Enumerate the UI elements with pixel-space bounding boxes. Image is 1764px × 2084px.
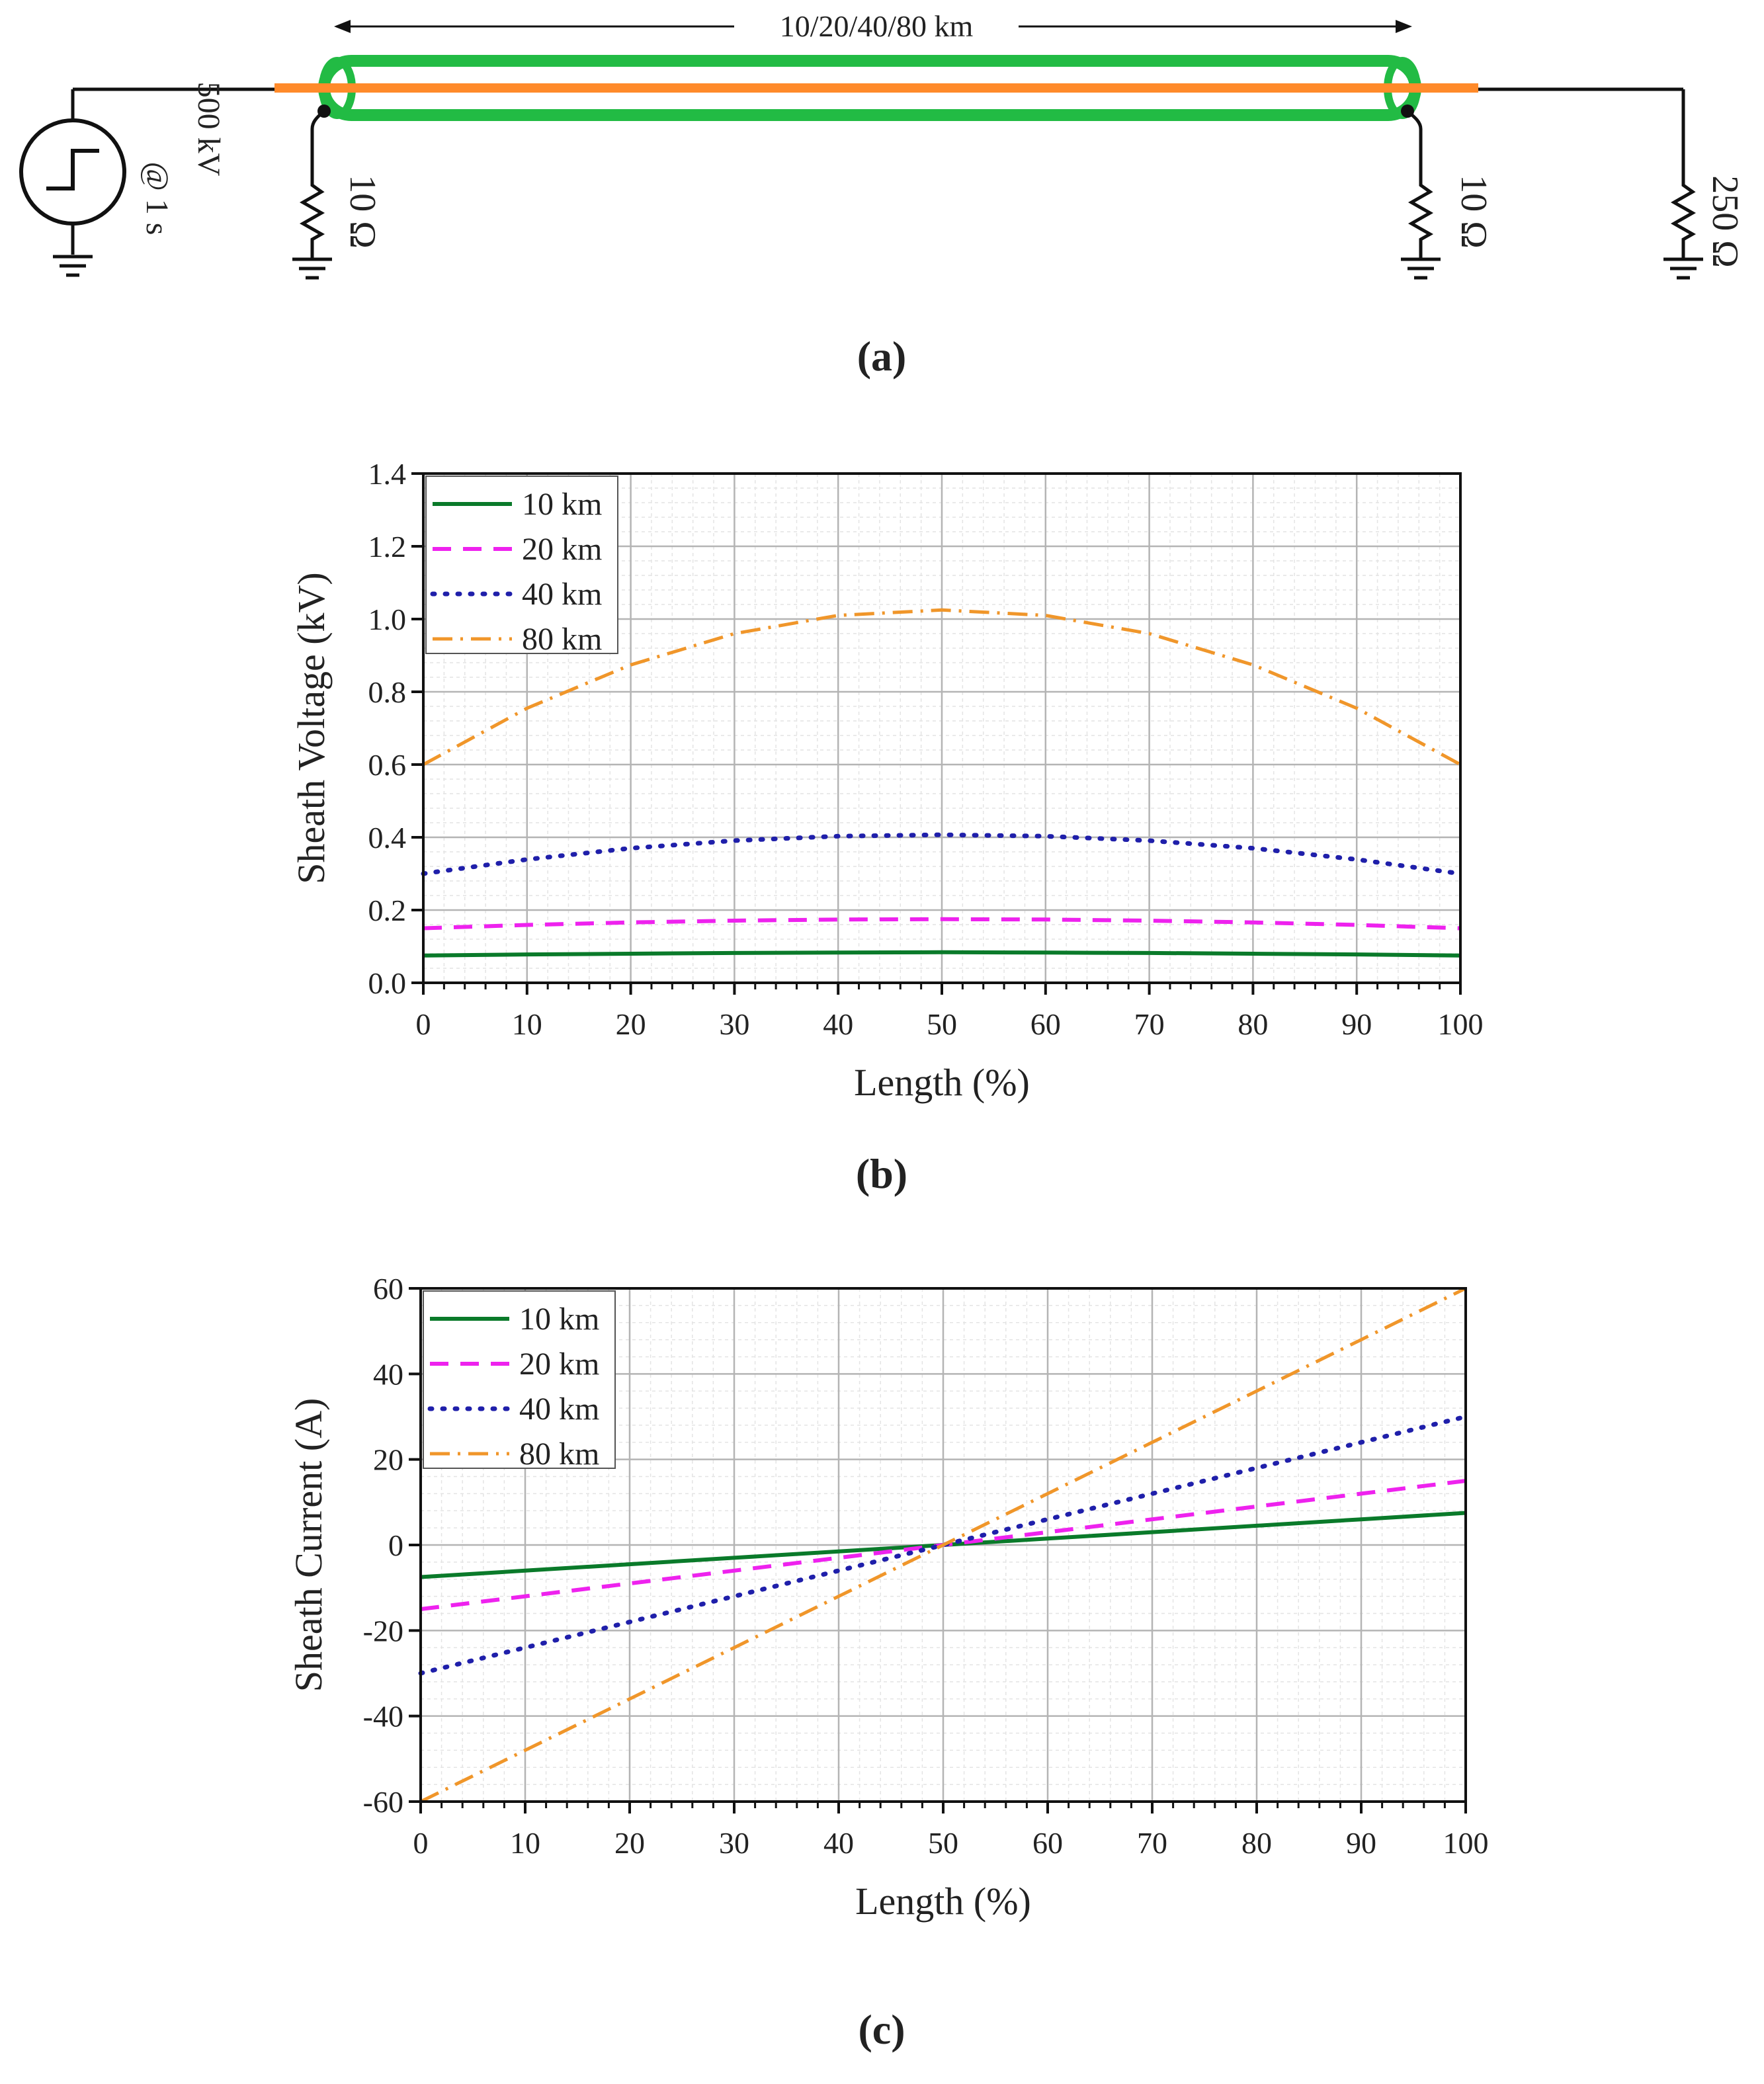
x-axis: 0 10 20 30 40 50 60 70 80 90 100: [416, 983, 1484, 1041]
cable: [274, 55, 1683, 121]
y-tick-label: 0.6: [368, 748, 407, 782]
y-tick-label: 0.0: [368, 966, 407, 1000]
x-axis-title: Length (%): [854, 1061, 1030, 1104]
legend-label: 20 km: [519, 1347, 599, 1382]
source-time-label: @ 1 s: [140, 162, 175, 235]
caption-a: (a): [857, 333, 907, 380]
cable-schematic: 10/20/40/80 km 500 kV @ 1 s: [19, 9, 1745, 380]
x-tick-label: 20: [616, 1007, 646, 1041]
series-line-20-km: [423, 917, 1461, 931]
legend-label: 10 km: [522, 487, 602, 522]
x-tick-label: 50: [927, 1007, 957, 1041]
right-resistor-label: 10 Ω: [1453, 175, 1494, 249]
y-axis-title: Sheath Current (A): [287, 1398, 330, 1692]
x-axis: 0 10 20 30 40 50 60 70 80 90 100: [413, 1802, 1489, 1860]
y-tick-label: -60: [363, 1785, 403, 1819]
x-tick-label: 80: [1238, 1007, 1268, 1041]
y-tick-label: 1.4: [368, 457, 407, 491]
x-tick-label: 70: [1134, 1007, 1165, 1041]
y-tick-label: -20: [363, 1614, 403, 1647]
legend-label: 80 km: [519, 1437, 599, 1472]
legend-label: 40 km: [519, 1392, 599, 1427]
right-sheath-resistor: 10 Ω: [1401, 104, 1494, 280]
left-sheath-resistor: 10 Ω: [292, 104, 383, 280]
x-tick-label: 100: [1438, 1007, 1484, 1041]
legend-label: 20 km: [522, 532, 602, 567]
x-tick-label: 50: [928, 1826, 958, 1860]
x-tick-label: 30: [719, 1007, 749, 1041]
series-line-40-km: [418, 1414, 1468, 1676]
series-line-80-km: [419, 1286, 1467, 1804]
sheath-current-chart: 0 10 20 30 40 50 60 70 80 90 100-60-40-200204060Le…: [287, 1272, 1489, 1923]
x-axis-title: Length (%): [855, 1880, 1031, 1923]
y-axis: -60 -40 -20 0 20 40 60: [363, 1272, 421, 1819]
length-dimension: 10/20/40/80 km: [334, 9, 1412, 43]
x-tick-label: 20: [614, 1826, 645, 1860]
ground-icon: [53, 255, 93, 277]
x-tick-label: 70: [1137, 1826, 1167, 1860]
series-line-10-km: [423, 950, 1461, 958]
length-label: 10/20/40/80 km: [780, 9, 974, 43]
x-tick-label: 0: [413, 1826, 429, 1860]
x-tick-label: 90: [1346, 1826, 1376, 1860]
legend-label: 40 km: [522, 577, 602, 612]
x-tick-label: 10: [510, 1826, 540, 1860]
x-tick-label: 40: [823, 1826, 854, 1860]
x-tick-label: 0: [416, 1007, 431, 1041]
y-tick-label: 60: [373, 1272, 403, 1306]
y-axis: 0.0 0.2 0.4 0.6 0.8 1.0 1.2 1.4: [368, 457, 423, 1000]
y-tick-label: 1.2: [368, 530, 407, 563]
y-axis-title: Sheath Voltage (kV): [290, 572, 333, 884]
left-resistor-label: 10 Ω: [342, 175, 383, 249]
legend: 10 km 20 km 40 km 80 km: [425, 476, 618, 657]
y-tick-label: 20: [373, 1443, 403, 1477]
y-tick-label: 0.8: [368, 675, 407, 709]
series-line-80-km: [422, 608, 1462, 767]
x-tick-label: 10: [512, 1007, 542, 1041]
x-tick-label: 100: [1443, 1826, 1489, 1860]
sheath-voltage-chart: 0 10 20 30 40 50 60 70 80 90 100 0.0 0.2 0.4 0.6 0.8 1.0…: [290, 457, 1484, 1104]
x-tick-label: 90: [1341, 1007, 1372, 1041]
series-line-40-km: [421, 832, 1463, 876]
load-resistor: 250 Ω: [1663, 89, 1745, 280]
x-tick-label: 60: [1032, 1826, 1063, 1860]
y-tick-label: 1.0: [368, 603, 407, 636]
y-tick-label: 0.4: [368, 821, 407, 854]
x-tick-label: 30: [719, 1826, 749, 1860]
y-tick-label: 40: [373, 1357, 403, 1391]
caption-c: (c): [858, 2006, 905, 2053]
legend-label: 10 km: [519, 1302, 599, 1337]
y-tick-label: 0: [388, 1528, 403, 1562]
x-tick-label: 40: [823, 1007, 853, 1041]
legend-label: 80 km: [522, 622, 602, 657]
x-tick-label: 80: [1241, 1826, 1272, 1860]
step-voltage-source: 500 kV @ 1 s: [19, 82, 278, 277]
legend: 10 km 20 km 40 km 80 km: [423, 1290, 616, 1472]
y-tick-label: -40: [363, 1700, 403, 1733]
caption-b: (b): [856, 1150, 907, 1197]
load-resistor-label: 250 Ω: [1704, 175, 1745, 268]
source-voltage-label: 500 kV: [191, 82, 226, 177]
y-tick-label: 0.2: [368, 894, 407, 927]
x-tick-label: 60: [1030, 1007, 1061, 1041]
